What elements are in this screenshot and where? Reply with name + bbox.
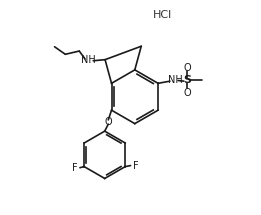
Text: NH: NH — [81, 55, 96, 65]
Text: NH: NH — [168, 75, 183, 85]
Text: F: F — [72, 163, 77, 173]
Text: O: O — [104, 117, 112, 127]
Text: S: S — [183, 75, 191, 85]
Text: O: O — [183, 63, 191, 73]
Text: O: O — [183, 88, 191, 98]
Text: HCl: HCl — [153, 10, 172, 20]
Text: F: F — [133, 161, 139, 170]
